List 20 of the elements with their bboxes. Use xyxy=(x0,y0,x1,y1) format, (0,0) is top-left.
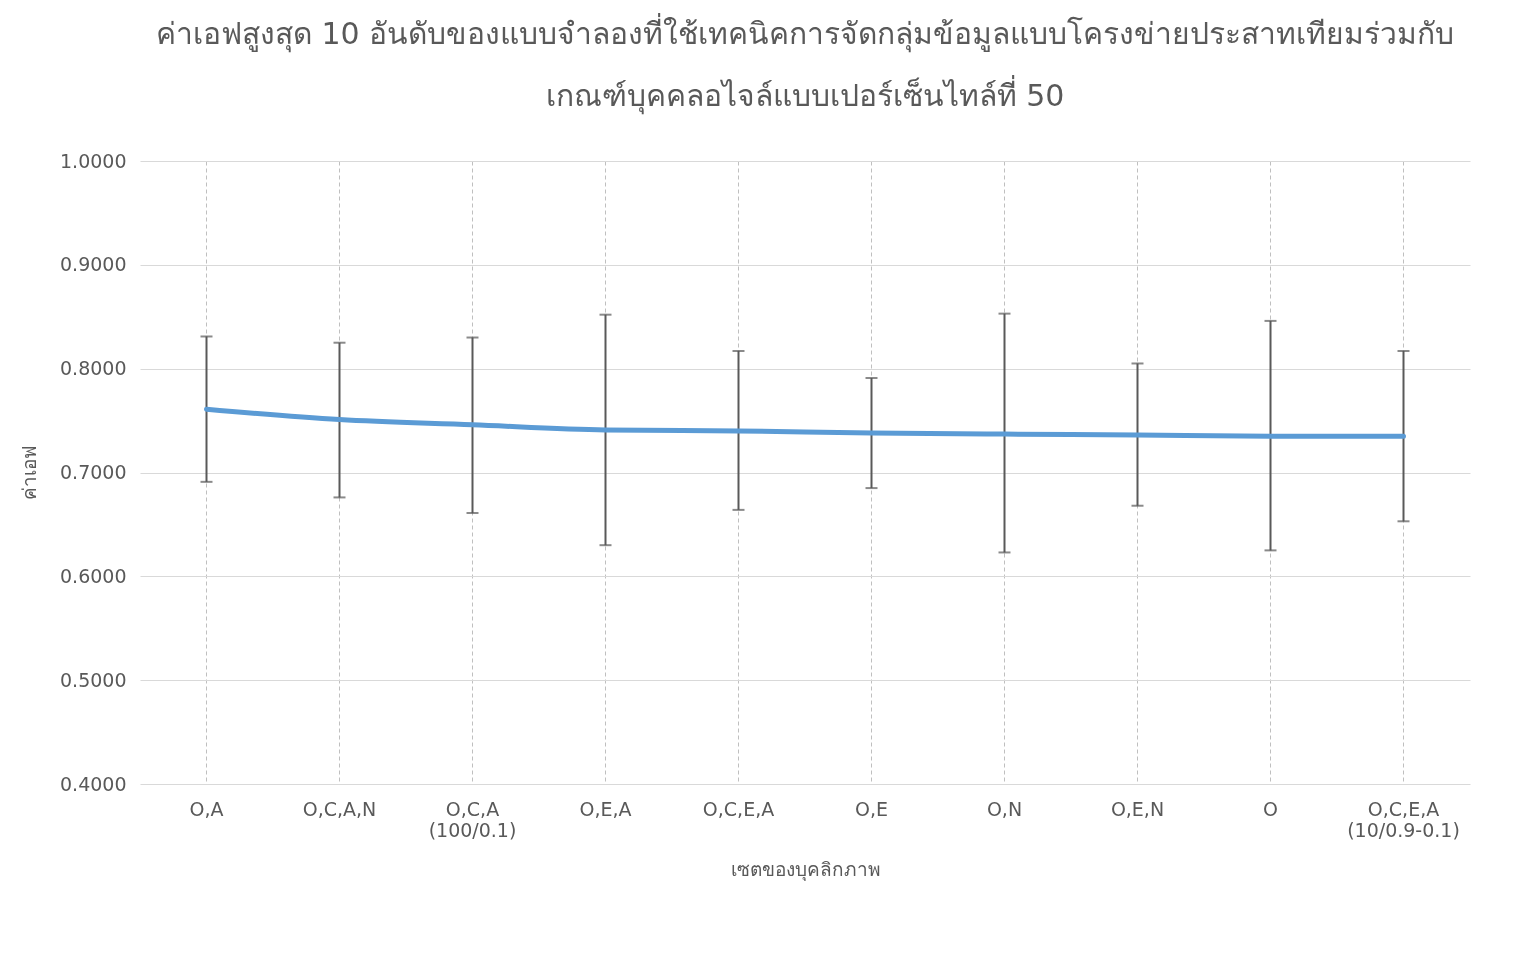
x-tick-label: O,C,E,A (10/0.9-0.1) xyxy=(1347,797,1460,841)
x-tick-label: O,E,A xyxy=(579,797,632,820)
y-tick-label: 0.6000 xyxy=(60,564,127,587)
chart-title: ค่าเอฟสูงสุด 10 อันดับของแบบจำลองที่ใช้เทคนิคการจัดกลุ่มข้อมูลแบบโครงข่ายประสาทเทียมร่วมกับ เกณฑ์บุคคลอไจล์แบบเปอร์เซ็นไทล์ที่ 50 xyxy=(155,13,1455,115)
y-tick-label: 0.8000 xyxy=(60,357,127,380)
y-axis-title: ค่าเอฟ xyxy=(18,446,41,500)
y-tick-label: 0.4000 xyxy=(60,772,127,795)
x-axis-title: เซตของบุคลิกภาพ xyxy=(730,857,881,882)
x-tick-label: O,C,E,A xyxy=(702,797,775,820)
y-tick-label: 1.0000 xyxy=(60,149,127,172)
y-tick-label: 0.9000 xyxy=(60,253,127,276)
x-tick-label: O,C,A,N xyxy=(302,797,377,820)
x-tick-label: O,E,N xyxy=(1110,797,1165,820)
y-tick-label: 0.7000 xyxy=(60,461,127,483)
y-tick-label: 0.5000 xyxy=(60,668,127,691)
x-tick-label: O,A xyxy=(189,797,224,820)
x-tick-label: O,E xyxy=(855,797,888,820)
x-tick-label: O,C,A (100/0.1) xyxy=(428,797,517,841)
x-tick-label: O,N xyxy=(986,797,1023,820)
x-tick-label: O xyxy=(1263,797,1278,820)
